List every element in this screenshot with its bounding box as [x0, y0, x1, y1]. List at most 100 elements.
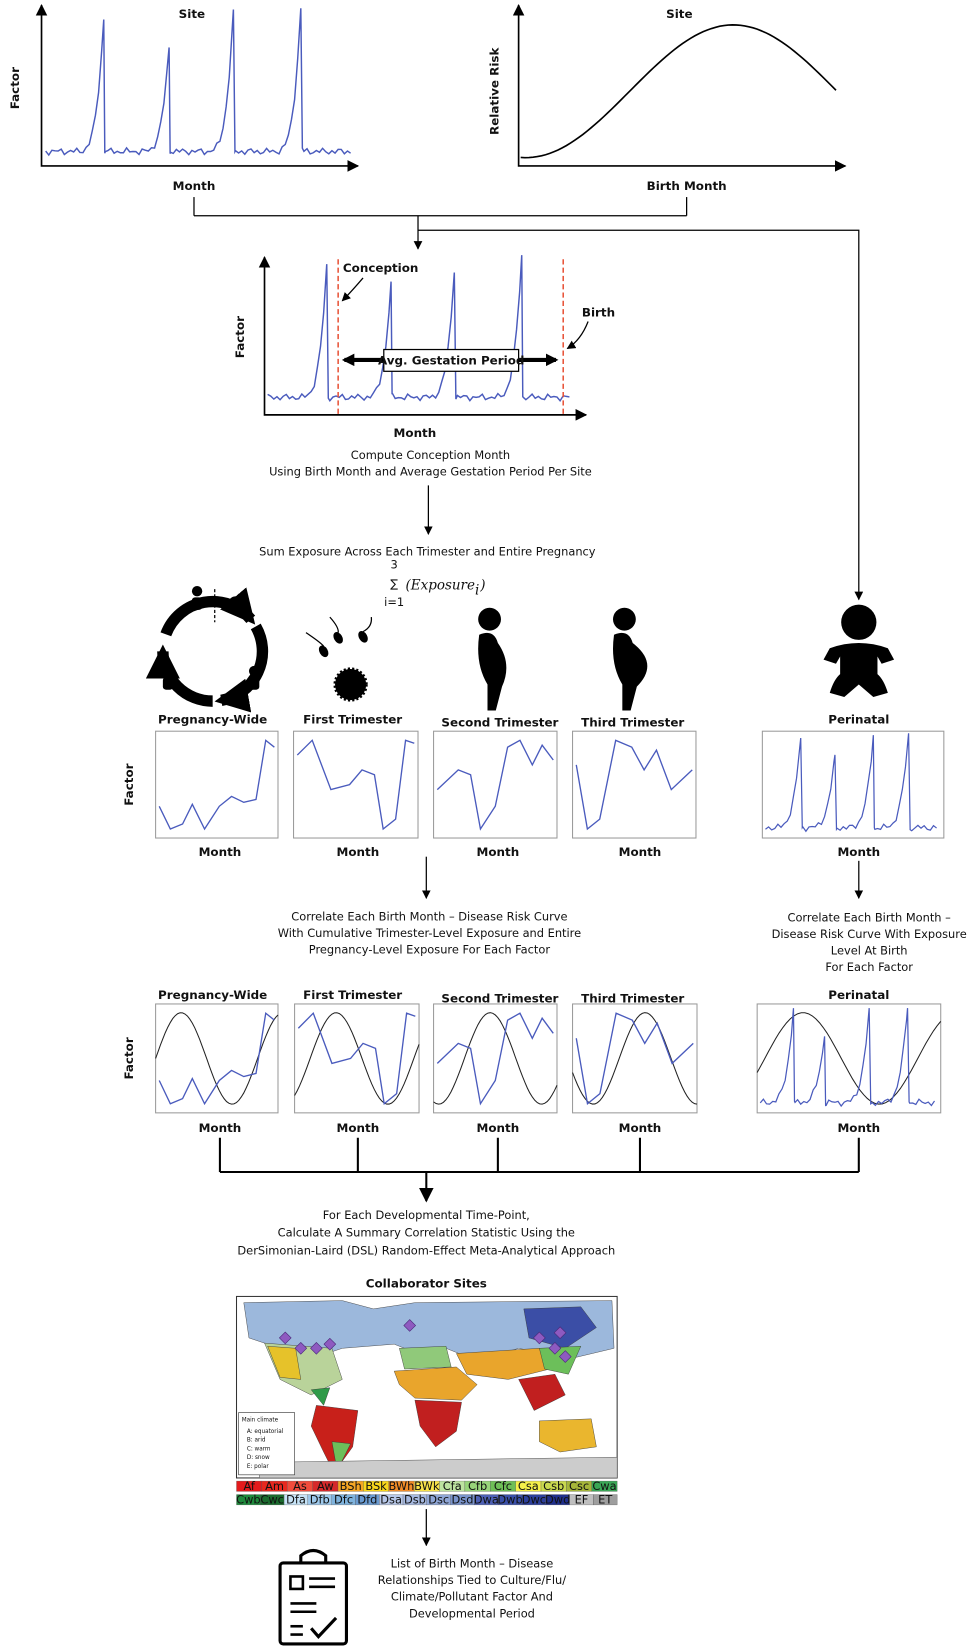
climate-code: As: [293, 1479, 307, 1493]
formula: (Exposure: [406, 577, 475, 593]
climate-code: ET: [598, 1493, 612, 1507]
x-axis-label: Birth Month: [647, 179, 727, 193]
plot-frame: [757, 1004, 941, 1113]
step-text: Correlate Each Birth Month –: [787, 910, 951, 924]
plot-frame: [434, 731, 557, 838]
x-axis-label: Month: [199, 1121, 242, 1135]
panel-title: Site: [666, 7, 692, 21]
page: SiteFactorMonthSiteRelative RiskBirth Mo…: [0, 0, 975, 1647]
output-text: List of Birth Month – Disease: [391, 1557, 554, 1571]
climate-code: Dsa: [380, 1493, 402, 1507]
panel-title: Second Trimester: [441, 715, 558, 729]
plot-frame: [434, 1004, 557, 1113]
y-axis-label: Factor: [122, 1037, 136, 1079]
x-axis-label: Month: [477, 845, 520, 859]
pregnant-icon: [613, 633, 647, 711]
climate-code: Cfb: [468, 1479, 487, 1493]
climate-code: Csc: [569, 1479, 589, 1493]
climate-code: Csa: [518, 1479, 539, 1493]
climate-code: Cfc: [494, 1479, 512, 1493]
climate-code: Dwc: [522, 1493, 546, 1507]
exposure-curve: [268, 255, 570, 401]
y-axis-label: Factor: [8, 67, 22, 109]
x-axis-label: Month: [837, 1121, 880, 1135]
x-axis-label: Month: [394, 426, 437, 440]
y-axis-label: Relative Risk: [487, 47, 501, 135]
climate-code: Dfb: [310, 1493, 330, 1507]
baby-icon: [824, 643, 895, 697]
figure-icon: [249, 677, 259, 689]
birth-label: Birth: [582, 306, 615, 320]
x-axis-label: Month: [337, 845, 380, 859]
sperm-icon: [306, 633, 324, 646]
legend-item: B: arid: [247, 1438, 266, 1444]
climate-code: Am: [265, 1479, 284, 1493]
step-text: Calculate A Summary Correlation Statisti…: [278, 1226, 575, 1240]
axes: [265, 257, 587, 415]
climate-code: BSh: [340, 1479, 362, 1493]
callout-arrow: [342, 278, 363, 301]
climate-code: Dsc: [428, 1493, 449, 1507]
climate-code: Cfa: [443, 1479, 462, 1493]
climate-code: BSk: [365, 1479, 387, 1493]
step-text: For Each Factor: [825, 960, 913, 974]
figure-icon: [163, 677, 173, 689]
step-text: For Each Developmental Time-Point,: [323, 1208, 530, 1222]
formula: ): [479, 577, 485, 593]
figure-icon: [249, 666, 259, 676]
climate-code: BWk: [414, 1479, 440, 1493]
climate-code: Dsb: [404, 1493, 426, 1507]
panel-title: Pregnancy-Wide: [158, 988, 267, 1002]
step-text: DerSimonian-Laird (DSL) Random-Effect Me…: [237, 1243, 615, 1257]
sperm-icon: [363, 617, 371, 632]
climate-code: Cwa: [592, 1479, 616, 1493]
pregnant-icon: [478, 608, 501, 631]
y-axis-label: Factor: [233, 316, 247, 358]
axes: [42, 5, 358, 166]
x-axis-label: Month: [199, 845, 242, 859]
clipboard-icon: [301, 1551, 326, 1563]
panel-title: First Trimester: [303, 712, 402, 726]
climate-code: Dsd: [452, 1493, 474, 1507]
x-axis-label: Month: [837, 845, 880, 859]
formula: ∑: [390, 576, 398, 590]
panel-title: Third Trimester: [581, 715, 684, 729]
x-axis-label: Month: [619, 845, 662, 859]
callout-arrow: [567, 322, 588, 349]
risk-curve: [521, 25, 836, 158]
climate-code: Dfa: [286, 1493, 306, 1507]
plot-frame: [762, 731, 944, 838]
exposure-curve: [46, 8, 351, 155]
climate-code: Dfc: [334, 1493, 353, 1507]
step-text: Using Birth Month and Average Gestation …: [269, 464, 592, 478]
plot-frame: [156, 1004, 278, 1113]
legend-title: Main climate: [242, 1417, 279, 1423]
sperm-icon: [330, 617, 338, 633]
step-text: With Cumulative Trimester-Level Exposure…: [278, 926, 581, 940]
diagram: SiteFactorMonthSiteRelative RiskBirth Mo…: [0, 0, 975, 1647]
step-text: Correlate Each Birth Month – Disease Ris…: [291, 909, 567, 923]
panel-title: Third Trimester: [581, 991, 684, 1005]
figure-icon: [192, 586, 202, 596]
climate-code: Cwb: [236, 1493, 261, 1507]
x-axis-label: Month: [173, 179, 216, 193]
pregnant-icon: [478, 633, 506, 711]
egg-icon: [228, 596, 243, 611]
formula: i: [475, 583, 479, 599]
legend-item: A: equatorial: [247, 1429, 284, 1435]
x-axis-label: Month: [619, 1121, 662, 1135]
axes: [519, 5, 846, 166]
formula: 3: [391, 558, 398, 572]
climate-code: Dwa: [474, 1493, 499, 1507]
climate-code: Af: [243, 1479, 255, 1493]
panel-title: First Trimester: [303, 988, 402, 1002]
pregnant-icon: [613, 608, 636, 631]
legend-item: E: polar: [247, 1464, 269, 1470]
climate-code: Dwb: [497, 1493, 522, 1507]
map-region: [399, 1346, 451, 1369]
plot-frame: [156, 731, 278, 838]
y-axis-label: Factor: [122, 763, 136, 805]
conception-label: Conception: [343, 261, 418, 275]
output-text: Climate/Pollutant Factor And: [391, 1590, 553, 1604]
step-text: Level At Birth: [831, 944, 908, 958]
